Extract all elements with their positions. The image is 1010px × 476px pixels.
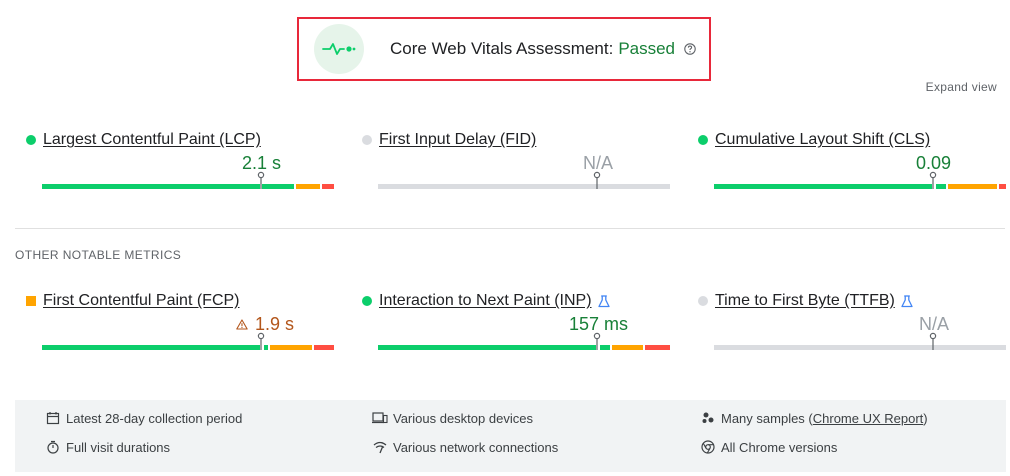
samples-prefix: Many samples ( (721, 410, 813, 426)
experimental-flask-icon (901, 294, 913, 308)
metric-value-fcp: 1.9 s (254, 314, 294, 334)
metric-value-lcp: 2.1 s (241, 153, 281, 173)
core-web-vitals-assessment: Core Web Vitals Assessment: Passed (297, 17, 711, 81)
network-text: Various network connections (393, 439, 559, 455)
distribution-bar-cls (714, 171, 1006, 189)
metric-value-inp: 157 ms (568, 314, 628, 334)
chrome-icon (700, 439, 716, 455)
distribution-bar-fcp (42, 332, 334, 350)
samples-item: Many samples (Chrome UX Report) (700, 410, 928, 426)
devices-text: Various desktop devices (393, 410, 533, 426)
desktop-devices-icon (372, 410, 388, 426)
warning-icon (236, 319, 248, 330)
visit-durations-item: Full visit durations (45, 439, 170, 455)
no-data-status-icon (698, 296, 708, 306)
good-status-icon (362, 296, 372, 306)
distribution-bar-fid (378, 171, 670, 189)
expand-view-link[interactable]: Expand view (925, 80, 997, 94)
metric-inp: Interaction to Next Paint (INP) 157 ms (362, 291, 670, 350)
percentile-marker (593, 171, 601, 189)
good-status-icon (698, 135, 708, 145)
collection-period-text: Latest 28-day collection period (66, 410, 243, 426)
help-icon[interactable] (684, 43, 696, 55)
metric-value-fcp-wrap: 1.9 s (236, 314, 294, 335)
metric-name-fid[interactable]: First Input Delay (FID) (379, 131, 537, 148)
no-data-status-icon (362, 135, 372, 145)
metric-name-cls[interactable]: Cumulative Layout Shift (CLS) (715, 131, 931, 148)
experimental-flask-icon (597, 294, 610, 308)
assessment-title: Core Web Vitals Assessment: (390, 39, 614, 58)
data-source-footer: Latest 28-day collection period Full vis… (15, 400, 1006, 472)
distribution-bar-lcp (42, 171, 334, 189)
network-item: Various network connections (372, 439, 558, 455)
percentile-marker (257, 171, 265, 189)
metric-ttfb: Time to First Byte (TTFB) N/A (698, 291, 1006, 350)
section-divider (15, 228, 1005, 229)
metric-name-lcp[interactable]: Largest Contentful Paint (LCP) (43, 131, 261, 148)
metric-name-inp[interactable]: Interaction to Next Paint (INP) (379, 292, 592, 309)
distribution-bar-ttfb (714, 332, 1006, 350)
metric-name-ttfb[interactable]: Time to First Byte (TTFB) (715, 292, 895, 309)
calendar-icon (45, 410, 61, 426)
stopwatch-icon (45, 439, 61, 455)
percentile-marker (929, 332, 937, 350)
chrome-versions-item: All Chrome versions (700, 439, 837, 455)
needs-improvement-status-icon (26, 296, 36, 306)
metric-value-cls: 0.09 (915, 153, 951, 173)
chrome-versions-text: All Chrome versions (721, 439, 838, 455)
percentile-marker (257, 332, 265, 350)
collection-period-item: Latest 28-day collection period (45, 410, 242, 426)
metric-value-ttfb: N/A (918, 314, 949, 334)
metric-fid: First Input Delay (FID) N/A (362, 130, 670, 189)
visit-durations-text: Full visit durations (66, 439, 171, 455)
metric-cls: Cumulative Layout Shift (CLS) 0.09 (698, 130, 1006, 189)
samples-suffix: ) (923, 410, 928, 426)
network-signal-icon (372, 439, 388, 455)
assessment-status: Passed (618, 39, 676, 58)
percentile-marker (593, 332, 601, 350)
good-status-icon (26, 135, 36, 145)
samples-dots-icon (700, 410, 716, 426)
distribution-bar-inp (378, 332, 670, 350)
percentile-marker (929, 171, 937, 189)
chrome-ux-report-link[interactable]: Chrome UX Report (812, 410, 924, 426)
vitals-pulse-icon (314, 24, 364, 74)
metric-lcp: Largest Contentful Paint (LCP) 2.1 s (26, 130, 334, 189)
devices-item: Various desktop devices (372, 410, 533, 426)
other-metrics-heading: OTHER NOTABLE METRICS (15, 248, 182, 262)
metric-fcp: First Contentful Paint (FCP) 1.9 s (26, 291, 334, 350)
metric-name-fcp[interactable]: First Contentful Paint (FCP) (43, 292, 240, 309)
metric-value-fid: N/A (582, 153, 613, 173)
